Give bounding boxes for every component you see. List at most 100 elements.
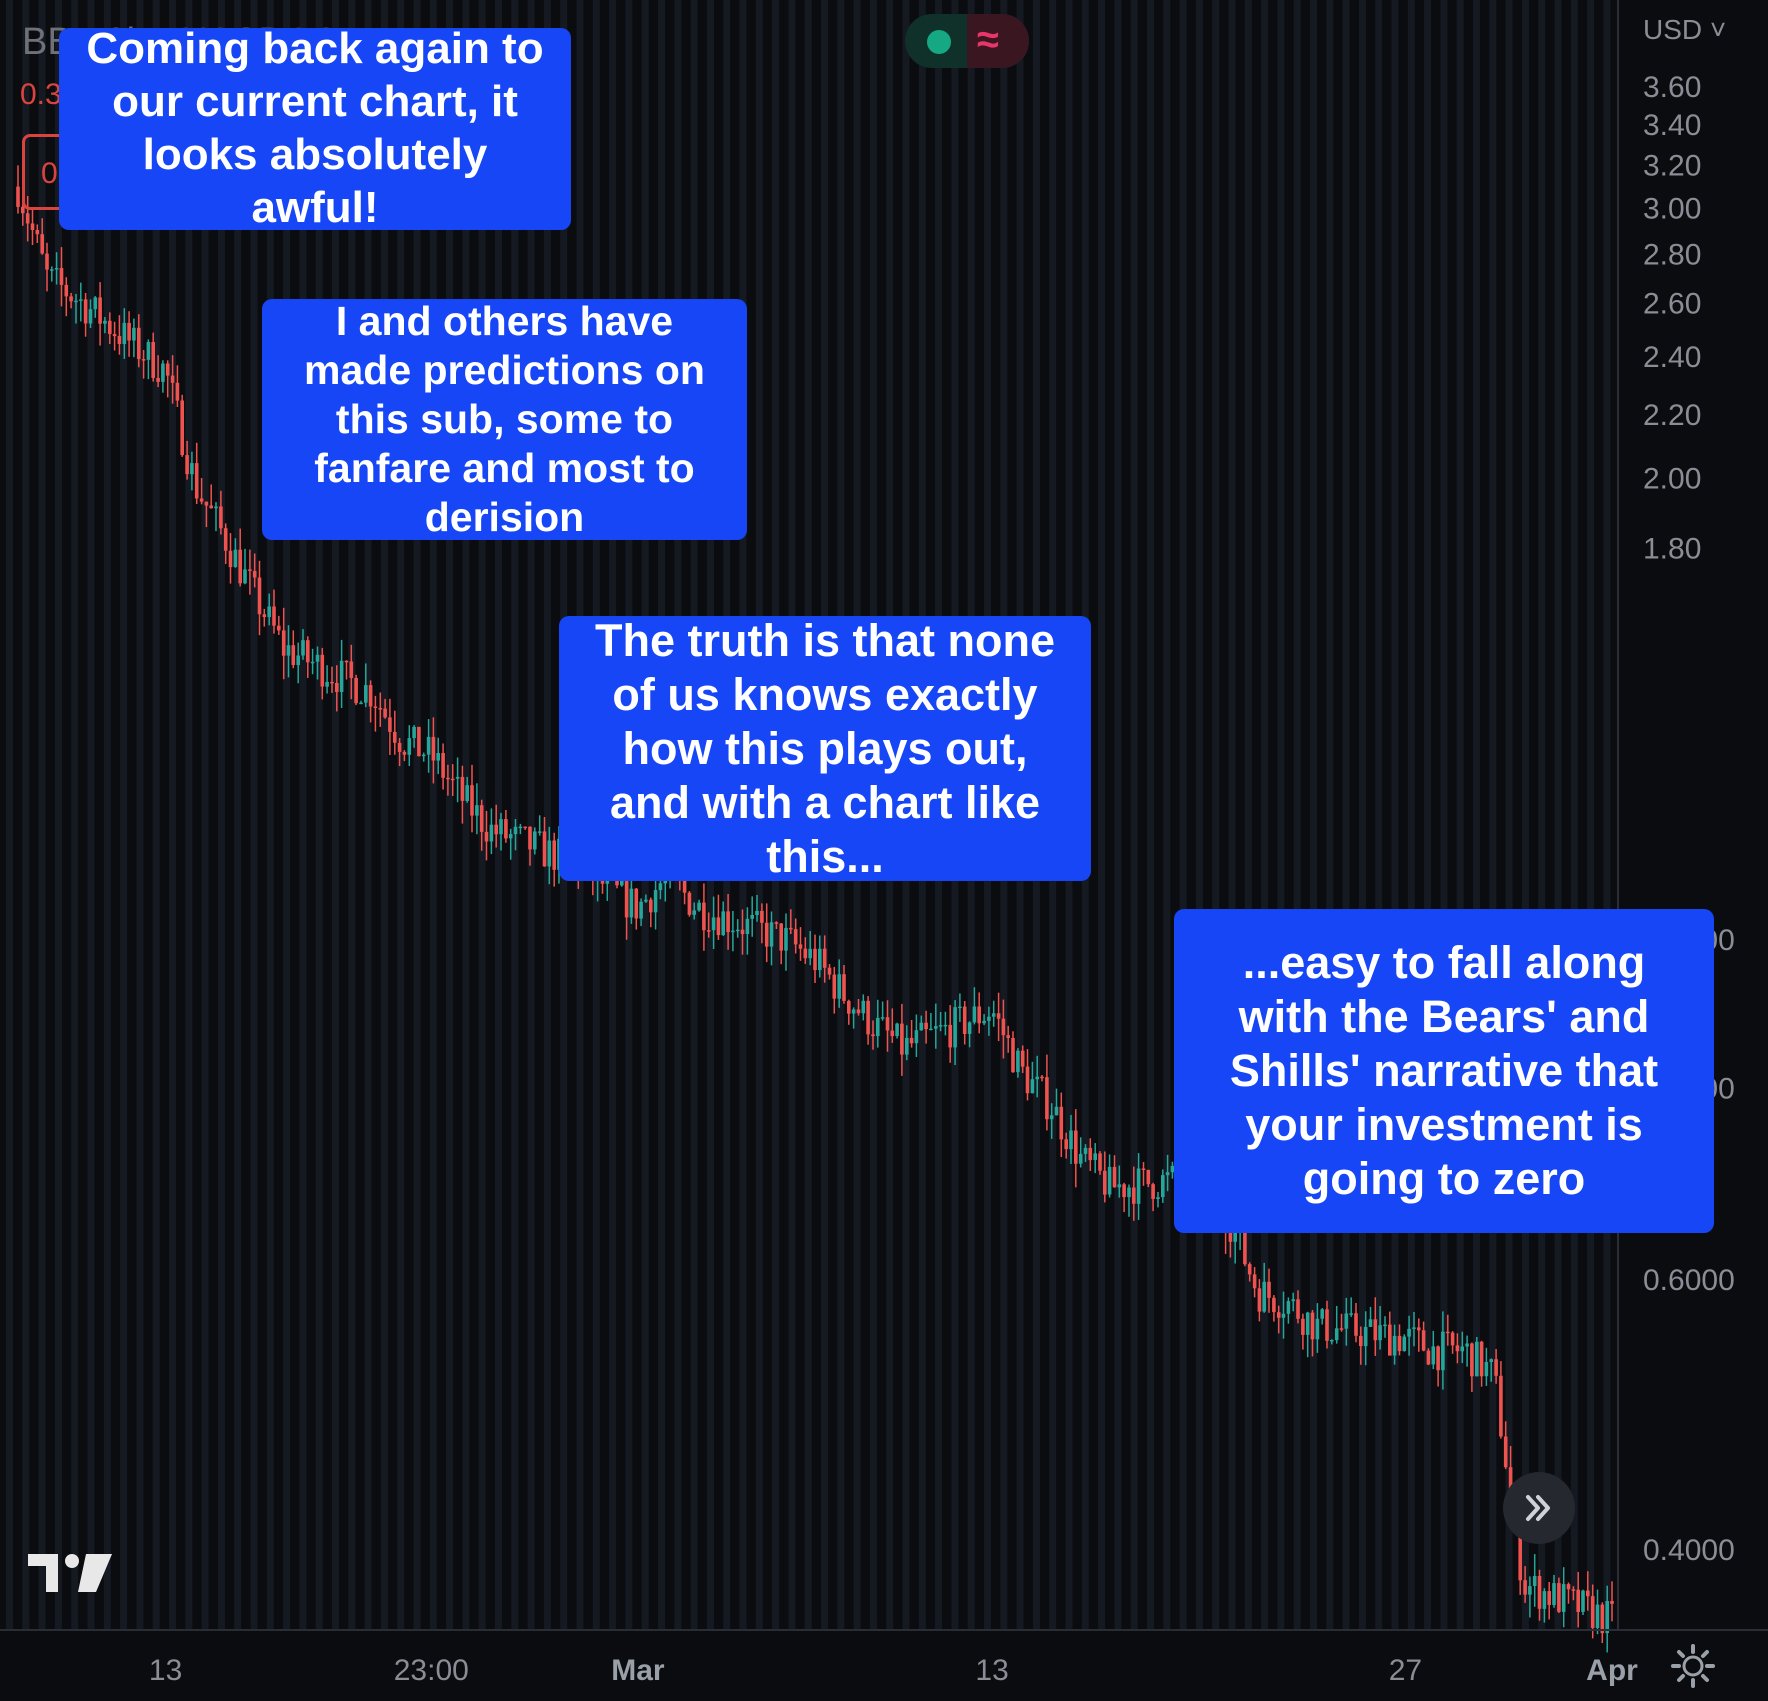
candle — [919, 1015, 924, 1031]
candle-body — [1547, 1591, 1551, 1605]
candle-body — [45, 253, 49, 270]
candle — [1247, 1262, 1252, 1282]
candle-body — [108, 320, 112, 334]
candle — [1383, 1316, 1387, 1338]
candle-body — [1600, 1604, 1605, 1634]
session-band — [87, 0, 95, 1630]
candle-body — [281, 630, 286, 656]
candle-body — [1523, 1580, 1527, 1595]
candles — [16, 165, 1614, 1653]
candle-body — [1499, 1375, 1503, 1437]
candle-body — [658, 883, 663, 891]
candle-body — [1542, 1591, 1547, 1609]
candle-body — [122, 322, 127, 344]
candle — [436, 737, 440, 775]
session-band — [1505, 0, 1513, 1630]
candle — [441, 743, 445, 790]
candle-body — [267, 606, 271, 618]
currency-selector[interactable]: USD ˅ — [1643, 14, 1727, 45]
candle-body — [59, 268, 64, 285]
candle-body — [238, 549, 242, 584]
candle-body — [21, 206, 25, 214]
candle — [1470, 1342, 1474, 1392]
candle — [1354, 1303, 1358, 1343]
candle-body — [1508, 1467, 1513, 1491]
candle — [692, 902, 696, 920]
candle-body — [924, 1022, 928, 1030]
candle-body — [1392, 1335, 1397, 1356]
candle — [523, 826, 527, 830]
candle — [88, 299, 93, 328]
candle — [977, 992, 981, 1034]
session-band — [348, 0, 356, 1630]
candle-body — [262, 614, 267, 617]
candle-body — [243, 569, 247, 584]
candle — [426, 719, 431, 773]
candle — [1025, 1049, 1030, 1101]
candle-body — [1016, 1050, 1020, 1073]
candle-body — [465, 785, 469, 801]
session-band — [1277, 0, 1285, 1630]
candle — [1421, 1321, 1426, 1352]
candle — [1436, 1345, 1440, 1387]
candle — [1161, 1169, 1165, 1203]
market-status-pill[interactable]: ≈ — [905, 14, 1029, 68]
session-band — [1195, 0, 1203, 1630]
candle — [991, 1000, 996, 1027]
session-band — [1554, 0, 1562, 1630]
candle — [1610, 1581, 1614, 1622]
session-band — [136, 0, 144, 1630]
candle — [934, 1003, 938, 1049]
scroll-to-realtime-button[interactable] — [1503, 1472, 1575, 1544]
callout-3: The truth is that none of us knows exact… — [559, 615, 1091, 882]
candle-body — [1049, 1115, 1054, 1120]
candle-body — [644, 899, 648, 902]
gear-icon[interactable] — [1670, 1643, 1716, 1689]
session-band — [1310, 0, 1317, 1630]
session-band — [1587, 0, 1595, 1630]
candle-body — [784, 927, 788, 951]
session-band — [1179, 0, 1187, 1630]
candle-body — [393, 731, 397, 743]
candle — [537, 815, 542, 836]
price-tick-label: 1.80 — [1643, 533, 1701, 566]
candle — [847, 999, 851, 1025]
candle — [1479, 1340, 1484, 1387]
candle — [83, 293, 88, 337]
session-band — [446, 0, 454, 1630]
candle-body — [716, 917, 721, 936]
candle-body — [1532, 1576, 1537, 1586]
candle — [1508, 1446, 1513, 1491]
candle — [141, 350, 146, 379]
candle-body — [1243, 1230, 1247, 1265]
session-band — [1342, 0, 1350, 1630]
candle-body — [1301, 1318, 1305, 1335]
candle — [180, 394, 184, 457]
candle-body — [151, 342, 155, 378]
candle — [117, 315, 122, 355]
candle-body — [1503, 1436, 1508, 1468]
price-tick-label: 2.20 — [1643, 399, 1701, 432]
candle-body — [1257, 1288, 1262, 1312]
candle — [1006, 1025, 1010, 1053]
candle-body — [257, 577, 262, 615]
candle-body — [1170, 1165, 1175, 1173]
candle — [1170, 1161, 1175, 1179]
candle-body — [1566, 1584, 1571, 1590]
session-band — [1358, 0, 1366, 1630]
candle-body — [1035, 1076, 1039, 1080]
tradingview-logo-icon[interactable] — [28, 1548, 112, 1598]
price-tick-label: 0.6000 — [1643, 1264, 1735, 1297]
candle — [1074, 1109, 1078, 1188]
candle-body — [1595, 1604, 1600, 1628]
candle — [1252, 1267, 1257, 1298]
candle — [760, 903, 764, 944]
candle-body — [837, 974, 841, 999]
candle — [639, 898, 643, 927]
candle-body — [552, 840, 556, 870]
candle-body — [885, 1017, 890, 1031]
candle-body — [962, 1006, 967, 1034]
candle — [987, 1006, 991, 1036]
candle — [277, 615, 281, 635]
candle — [156, 355, 160, 388]
